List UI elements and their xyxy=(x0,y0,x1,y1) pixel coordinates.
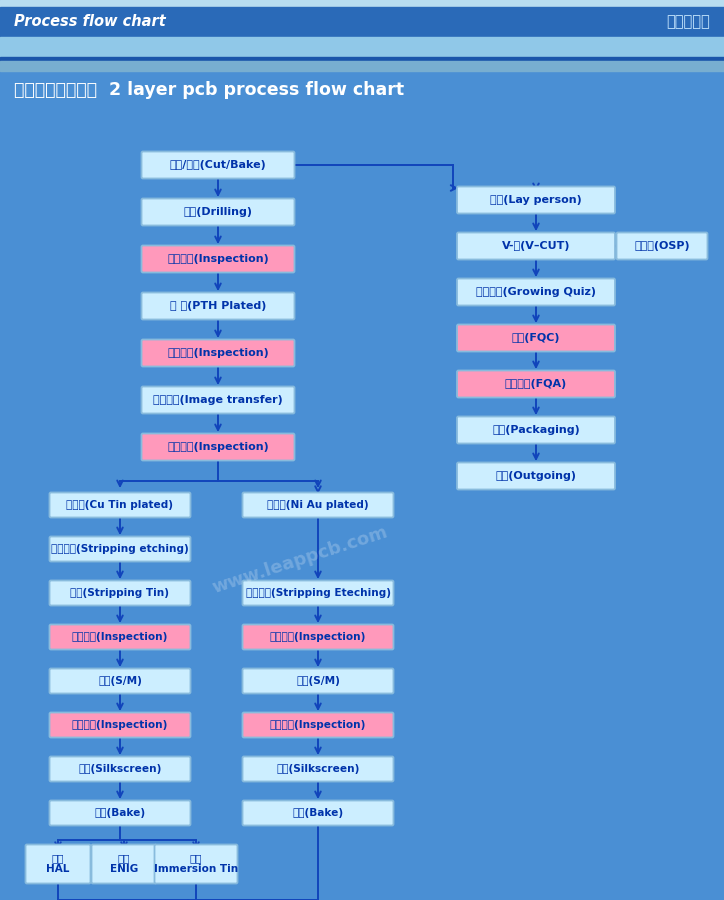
Text: 阻焊(S/M): 阻焊(S/M) xyxy=(98,676,142,686)
FancyBboxPatch shape xyxy=(141,386,295,413)
Text: 退膚蚀刻(Stripping etching): 退膚蚀刻(Stripping etching) xyxy=(51,544,189,554)
FancyBboxPatch shape xyxy=(141,246,295,273)
FancyBboxPatch shape xyxy=(141,434,295,461)
Text: 退锡(Stripping Tin): 退锡(Stripping Tin) xyxy=(70,588,169,598)
FancyBboxPatch shape xyxy=(243,669,394,694)
FancyBboxPatch shape xyxy=(154,844,237,884)
Text: V-割(V–CUT): V-割(V–CUT) xyxy=(502,241,571,251)
Text: 烤板(Bake): 烤板(Bake) xyxy=(94,808,146,818)
FancyBboxPatch shape xyxy=(457,325,615,352)
FancyBboxPatch shape xyxy=(457,232,615,259)
Text: 下料/烘板(Cut/Bake): 下料/烘板(Cut/Bake) xyxy=(169,160,266,170)
Text: 蚀刻检查(Inspection): 蚀刻检查(Inspection) xyxy=(72,632,168,642)
FancyBboxPatch shape xyxy=(243,713,394,737)
Text: 烤板(Bake): 烤板(Bake) xyxy=(292,808,344,818)
Text: 阻焊(S/M): 阻焊(S/M) xyxy=(296,676,340,686)
FancyBboxPatch shape xyxy=(457,278,615,305)
Bar xyxy=(0,7,724,37)
Text: 终检(FQC): 终检(FQC) xyxy=(512,333,560,343)
Text: 镀铜锡(Cu Tin plated): 镀铜锡(Cu Tin plated) xyxy=(67,500,174,510)
FancyBboxPatch shape xyxy=(49,580,190,606)
Text: 阻焊检查(Inspection): 阻焊检查(Inspection) xyxy=(72,720,168,730)
Text: 沉 铜(PTH Plated): 沉 铜(PTH Plated) xyxy=(170,301,266,311)
Text: 沉铜检查(Inspection): 沉铜检查(Inspection) xyxy=(167,348,269,358)
FancyBboxPatch shape xyxy=(243,580,394,606)
Text: 退膚蚀刻(Stripping Eteching): 退膚蚀刻(Stripping Eteching) xyxy=(245,588,390,598)
FancyBboxPatch shape xyxy=(141,151,295,178)
Text: 包装(Packaging): 包装(Packaging) xyxy=(492,425,580,435)
FancyBboxPatch shape xyxy=(49,800,190,825)
Text: 线路检查(Inspection): 线路检查(Inspection) xyxy=(167,442,269,452)
Text: 外型(Lay person): 外型(Lay person) xyxy=(490,195,582,205)
Bar xyxy=(0,61,724,71)
FancyBboxPatch shape xyxy=(457,371,615,398)
FancyBboxPatch shape xyxy=(457,463,615,490)
Text: 蚀刻检查(Inspection): 蚀刻检查(Inspection) xyxy=(270,632,366,642)
FancyBboxPatch shape xyxy=(141,199,295,226)
Bar xyxy=(0,57,724,61)
FancyBboxPatch shape xyxy=(457,417,615,444)
Text: 双面板工艺流程图  2 layer pcb process flow chart: 双面板工艺流程图 2 layer pcb process flow chart xyxy=(14,81,404,99)
Text: Process flow chart: Process flow chart xyxy=(14,14,166,30)
FancyBboxPatch shape xyxy=(49,757,190,781)
Text: 文字(Silkscreen): 文字(Silkscreen) xyxy=(277,764,360,774)
Text: 图形转移(Image transfer): 图形转移(Image transfer) xyxy=(153,395,283,405)
FancyBboxPatch shape xyxy=(141,292,295,320)
Text: 镀镍金(Ni Au plated): 镀镍金(Ni Au plated) xyxy=(267,500,369,510)
FancyBboxPatch shape xyxy=(243,625,394,650)
FancyBboxPatch shape xyxy=(457,186,615,213)
Text: 沉金
ENIG: 沉金 ENIG xyxy=(110,853,138,875)
Text: 成品抖检(FQA): 成品抖检(FQA) xyxy=(505,379,567,389)
FancyBboxPatch shape xyxy=(49,669,190,694)
FancyBboxPatch shape xyxy=(141,339,295,366)
Text: 出货(Outgoing): 出货(Outgoing) xyxy=(495,471,576,481)
Text: 成品测试(Growing Quiz): 成品测试(Growing Quiz) xyxy=(476,287,596,297)
Bar xyxy=(0,37,724,57)
Text: 文字(Silkscreen): 文字(Silkscreen) xyxy=(78,764,161,774)
FancyBboxPatch shape xyxy=(243,800,394,825)
Text: 钒孔(Drilling): 钒孔(Drilling) xyxy=(183,207,253,217)
FancyBboxPatch shape xyxy=(49,492,190,517)
FancyBboxPatch shape xyxy=(91,844,156,884)
FancyBboxPatch shape xyxy=(49,536,190,562)
FancyBboxPatch shape xyxy=(25,844,90,884)
Text: 阻焊检查(Inspection): 阻焊检查(Inspection) xyxy=(270,720,366,730)
FancyBboxPatch shape xyxy=(49,713,190,737)
FancyBboxPatch shape xyxy=(243,757,394,781)
Text: 生产流程图: 生产流程图 xyxy=(666,14,710,30)
Text: 抗氧化(OSP): 抗氧化(OSP) xyxy=(634,241,690,251)
Text: www.leappcb.com: www.leappcb.com xyxy=(210,523,390,597)
Text: 钒孔检查(Inspection): 钒孔检查(Inspection) xyxy=(167,254,269,264)
Text: 嚙锡
HAL: 嚙锡 HAL xyxy=(46,853,70,875)
Text: 沉锡
Immersion Tin: 沉锡 Immersion Tin xyxy=(154,853,238,875)
FancyBboxPatch shape xyxy=(49,625,190,650)
FancyBboxPatch shape xyxy=(243,492,394,517)
Bar xyxy=(0,0,724,7)
FancyBboxPatch shape xyxy=(617,232,707,259)
